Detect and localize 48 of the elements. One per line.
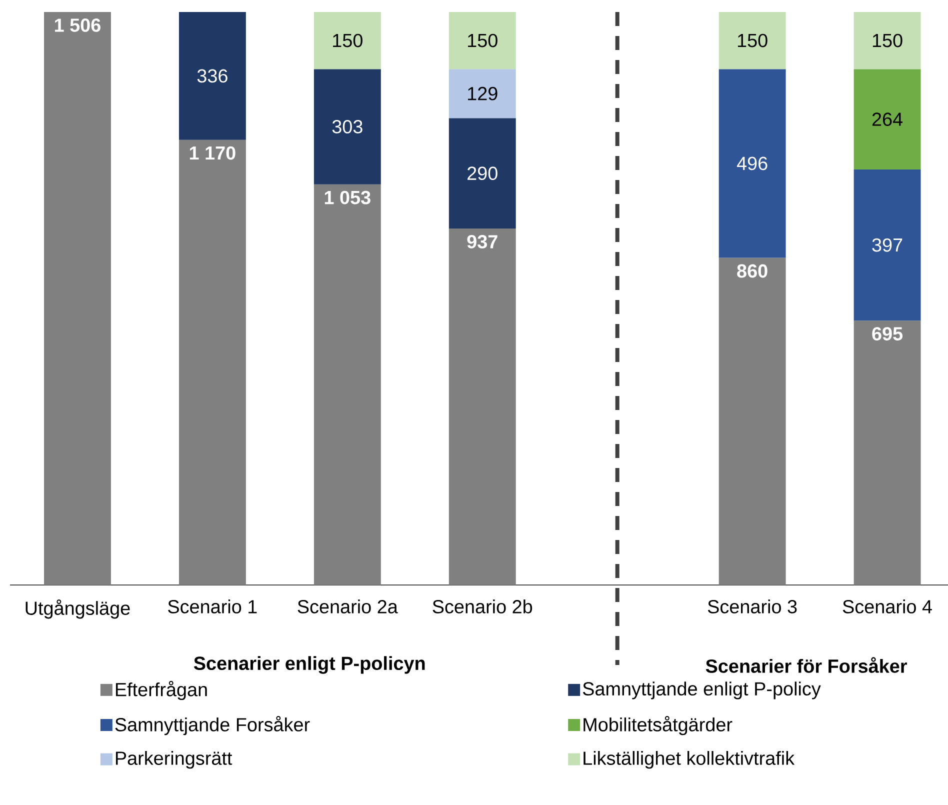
data-label: 937	[467, 234, 498, 248]
bar	[448, 118, 516, 228]
data-label: 336	[197, 69, 228, 83]
data-label: 150	[872, 34, 902, 48]
bar	[314, 184, 381, 585]
legend-label: Efterfrågan	[116, 680, 207, 700]
bar	[448, 69, 516, 118]
data-label: 397	[872, 238, 902, 252]
x-tick-label: Utgångsläge	[26, 600, 130, 619]
data-label: 695	[872, 327, 903, 340]
bar	[178, 12, 246, 140]
bar	[44, 12, 111, 585]
data-label: 129	[468, 86, 498, 100]
bar	[718, 69, 786, 258]
bar	[178, 140, 246, 585]
x-tick-label: Scenario 2b	[432, 600, 532, 614]
data-label: 303	[332, 120, 362, 134]
x-tick-label: Scenario 3	[708, 600, 797, 614]
data-label: 290	[468, 166, 498, 180]
legend-label: Mobilitetsåtgärder	[584, 716, 732, 736]
x-tick-label: Scenario 1	[168, 600, 257, 614]
bar	[448, 12, 516, 70]
data-label: 150	[738, 34, 768, 48]
data-label: 264	[872, 112, 903, 126]
data-label: 1 053	[324, 190, 370, 204]
x-tick-label: Scenario 2a	[298, 600, 398, 614]
data-label: 1 170	[190, 146, 236, 160]
data-label: 496	[736, 156, 768, 170]
bar	[448, 228, 516, 585]
data-label: 150	[468, 34, 498, 48]
bar	[854, 170, 921, 321]
bar	[314, 12, 381, 70]
legend-label: Samnyttjande Forsåker	[115, 716, 310, 736]
text: Scenarier enligt P-policyn	[194, 656, 425, 674]
data-label: 1 506	[54, 18, 100, 32]
x-tick-label: Scenario 4	[842, 600, 932, 614]
bar	[854, 320, 921, 585]
bar	[854, 69, 921, 170]
legend-label: Samnyttjande enligt P-policy	[582, 682, 821, 700]
legend-label: Parkeringsrätt	[116, 751, 232, 769]
bar	[854, 12, 921, 70]
bar	[314, 69, 381, 184]
legend-label: Likställighet kollektivtrafik	[584, 751, 795, 769]
data-label: 860	[737, 264, 768, 278]
text: Scenarier för Forsåker	[706, 657, 907, 673]
bar	[718, 258, 786, 585]
data-label: 150	[333, 34, 362, 48]
bar	[718, 12, 786, 70]
